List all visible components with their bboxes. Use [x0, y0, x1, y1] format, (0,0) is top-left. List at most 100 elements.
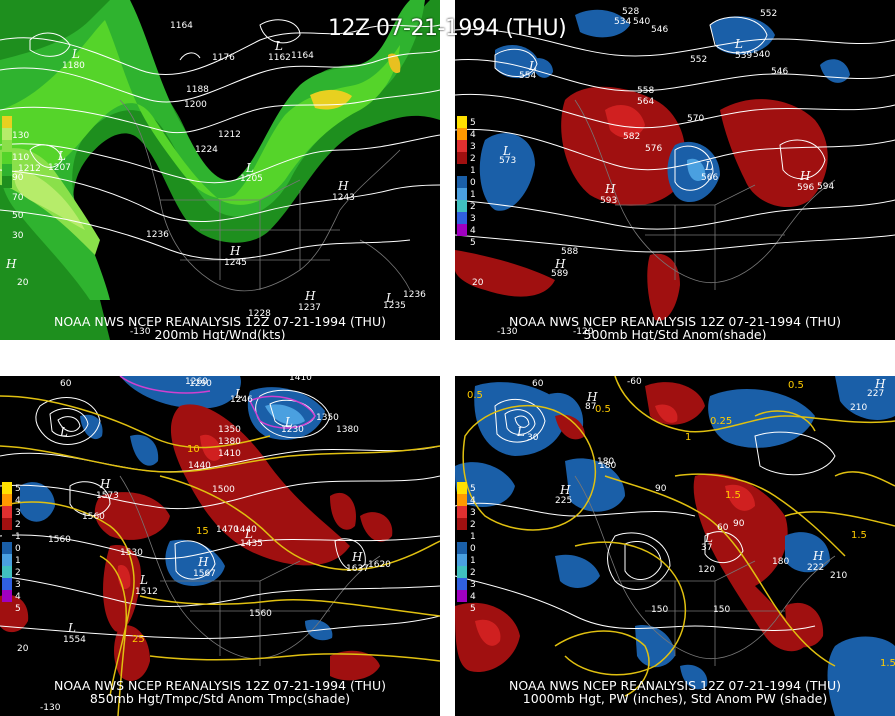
contour-label: 30	[527, 433, 539, 443]
legend-swatch	[2, 128, 12, 140]
contour-label: 1228	[248, 309, 271, 319]
contour-label: 1290	[189, 379, 212, 389]
cold-contours	[119, 376, 316, 429]
lon-label: 20	[472, 278, 484, 288]
legend-label: 4	[470, 496, 476, 506]
high-center: H	[559, 483, 571, 497]
high-center: H	[229, 244, 241, 258]
high-center: H	[197, 555, 209, 569]
center-value: 1237	[298, 303, 321, 313]
contour-label: 90	[655, 484, 667, 494]
contour-label: 120	[698, 565, 715, 575]
contour-label: 1560	[82, 512, 105, 522]
contour-label: 1470	[216, 525, 239, 535]
center-value: 1205	[240, 174, 263, 184]
center-value: 227	[867, 389, 884, 399]
center-value: 539	[735, 51, 752, 61]
contour-label: 1164	[170, 21, 193, 31]
high-center: H	[337, 179, 349, 193]
contour-label: 1	[685, 432, 691, 443]
contour-label: 582	[623, 132, 640, 142]
contour-label: 558	[637, 86, 654, 96]
contour-label: 552	[760, 9, 777, 19]
legend-label: 4	[470, 226, 476, 236]
lon-label: 60	[60, 379, 72, 389]
legend-label: 4	[470, 592, 476, 602]
legend-swatch	[2, 140, 12, 152]
legend-500mb: 5 4 3 2 1 0 1 2 3 4 5	[457, 116, 476, 248]
low-center: L	[139, 573, 148, 587]
high-center: H	[604, 182, 616, 196]
center-value: 554	[519, 71, 536, 81]
legend-label: 130	[12, 131, 29, 141]
high-center: H	[351, 550, 363, 564]
legend-label: 5	[470, 238, 476, 248]
lon-label: -60	[627, 377, 642, 387]
legend-label: 4	[15, 592, 21, 602]
caption-line2: 1000mb Hgt, PW (inches), Std Anom PW (sh…	[522, 691, 828, 706]
high-center: H	[812, 549, 824, 563]
caption-line2: 200mb Hgt/Wnd(kts)	[154, 327, 286, 340]
legend-swatch	[2, 116, 12, 128]
low-center: L	[67, 621, 76, 635]
center-value: 1567	[193, 569, 216, 579]
legend-label: 5	[470, 484, 476, 494]
contour-label: 576	[645, 144, 662, 154]
centers-1000: L H 87 H 227 H 225 H 222 L 37	[516, 377, 886, 573]
temp-contours	[0, 395, 440, 716]
low-center: L	[59, 425, 68, 439]
center-value: 573	[499, 156, 516, 166]
caption-line2: 850mb Hgt/Tmpc/Std Anom Tmpc(shade)	[89, 691, 351, 706]
caption-line1: NOAA NWS NCEP REANALYSIS 12Z 07-21-1994 …	[53, 678, 386, 693]
coastlines	[574, 475, 836, 666]
contour-label: 0.25	[710, 416, 732, 427]
contour-labels-200: 1164 1176 1164 1188 1200 1212 1224 1212 …	[18, 21, 426, 319]
center-value: 1637	[346, 564, 369, 574]
contour-label: 1560	[48, 535, 71, 545]
legend-label: 3	[470, 142, 476, 152]
legend-label: 1	[470, 532, 476, 542]
low-center: L	[502, 144, 511, 158]
contour-label: 1.5	[851, 530, 867, 541]
center-value: 1235	[383, 301, 406, 311]
contour-labels-850: 1260 1290 1410 1350 1380 1350 1380 1410 …	[48, 376, 391, 645]
legend-label: 4	[470, 130, 476, 140]
legend-label: 1	[15, 532, 21, 542]
map-850mb: 1260 1290 1410 1350 1380 1350 1380 1410 …	[0, 376, 440, 716]
contour-label: 0.5	[788, 380, 804, 391]
panel-850mb: 1260 1290 1410 1350 1380 1350 1380 1410 …	[0, 376, 440, 716]
legend-label: 0	[470, 178, 476, 188]
center-value: 566	[701, 173, 718, 183]
centers-500: L 554 L 539 L 573 H 593 L 566 H 596 H 58…	[499, 37, 814, 279]
center-value: 1230	[281, 425, 304, 435]
low-center: L	[245, 161, 254, 175]
contour-label: 570	[687, 114, 704, 124]
center-value: 1246	[230, 395, 253, 405]
contour-label: 1410	[218, 449, 241, 459]
wind-shade-70	[0, 20, 400, 205]
legend-label: 3	[470, 508, 476, 518]
contour-label: 1176	[212, 53, 235, 63]
contour-label: 150	[651, 605, 668, 615]
center-value: 1180	[62, 61, 85, 71]
contour-label: 1212	[218, 130, 241, 140]
contour-label: 552	[690, 55, 707, 65]
legend-label: 3	[15, 508, 21, 518]
contour-label: 594	[817, 182, 834, 192]
center-value: 1554	[63, 635, 86, 645]
contour-label: 180	[597, 457, 614, 467]
contour-label: 0.5	[467, 390, 483, 401]
contour-label: 0.5	[595, 404, 611, 415]
high-center: H	[5, 257, 17, 271]
contour-label: 210	[830, 571, 847, 581]
legend-labels-200mb: 130 110 90 70 50 30	[12, 131, 29, 241]
contour-label: 1410	[289, 376, 312, 383]
height-contours	[0, 19, 440, 260]
legend-swatch	[2, 152, 12, 164]
contour-label: 546	[771, 67, 788, 77]
center-value: 1435	[240, 539, 263, 549]
center-value: 1512	[135, 587, 158, 597]
lon-label: -120	[573, 327, 594, 337]
high-center: L	[385, 291, 394, 305]
contour-label: 540	[633, 17, 650, 27]
